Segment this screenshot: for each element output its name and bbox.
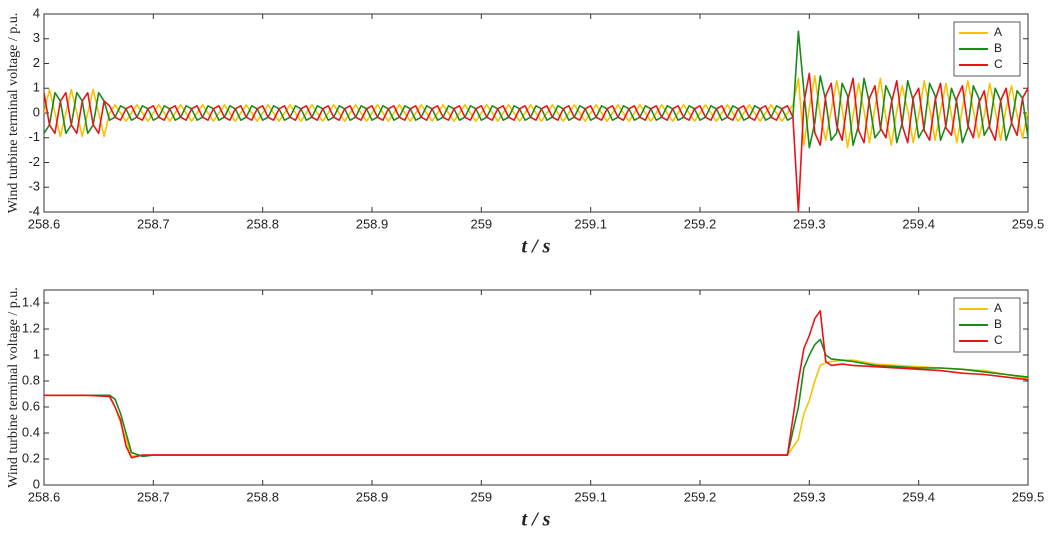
y-tick-label: 0.6	[22, 398, 40, 413]
plot-frame	[43, 289, 1029, 486]
x-tick-label: 258.7	[137, 216, 170, 231]
series-group	[44, 30, 1028, 212]
subplot: 258.6 258.7 258.8 258.9 259 259.1 259.2 259.3 25…	[6, 5, 1044, 257]
y-tick-label: 0	[33, 476, 40, 491]
y-tick-label: 2	[33, 55, 40, 70]
legend-label: A	[994, 301, 1002, 315]
y-tick-label: 3	[33, 30, 40, 45]
x-tick-label: 258.9	[356, 489, 389, 504]
x-tick-label: 259.3	[793, 216, 826, 231]
y-tick-label: -2	[28, 154, 40, 169]
y-tick-label: 0.2	[22, 450, 40, 465]
subplot: 258.6 258.7 258.8 258.9 259 259.1 259.2 259.3 25…	[6, 287, 1044, 530]
x-tick-label: 258.6	[28, 216, 61, 231]
x-tick-label: 258.6	[28, 489, 61, 504]
legend: ABC	[953, 21, 1021, 77]
line-series	[44, 75, 1028, 149]
x-tick-label: 259.2	[684, 216, 717, 231]
x-tick-label: 258.8	[246, 489, 279, 504]
x-axis-label: t / s	[522, 236, 551, 258]
series-group	[44, 310, 1028, 459]
x-tick-label: 259	[470, 489, 492, 504]
y-tick-label: 0.8	[22, 372, 40, 387]
x-tick-label: 259.5	[1012, 489, 1045, 504]
x-tick-label: 259.4	[902, 216, 935, 231]
x-tick-label: 259.3	[793, 489, 826, 504]
legend-label: B	[994, 317, 1002, 331]
x-tick-label: 259.2	[684, 489, 717, 504]
x-axis-label: t / s	[522, 509, 551, 531]
x-tick-label: 259.5	[1012, 216, 1045, 231]
legend-label: B	[994, 41, 1002, 55]
legend: ABC	[953, 297, 1021, 353]
x-tick-label: 259.1	[574, 216, 607, 231]
x-tick-label: 258.9	[356, 216, 389, 231]
y-tick-label: 0.4	[22, 424, 40, 439]
line-series	[44, 310, 1028, 459]
y-axis-label: Wind turbine terminal voltage / p.u.	[6, 287, 21, 487]
y-tick-label: 1	[33, 346, 40, 361]
y-tick-label: 1.4	[22, 294, 40, 309]
line-series	[44, 359, 1028, 458]
y-tick-label: 1	[33, 80, 40, 95]
legend-label: C	[994, 333, 1003, 347]
x-tick-label: 259.1	[574, 489, 607, 504]
y-axis-label: Wind turbine terminal voltage / p.u.	[6, 13, 21, 213]
y-tick-label: 1.2	[22, 320, 40, 335]
x-tick-label: 259	[470, 216, 492, 231]
x-tick-label: 258.7	[137, 489, 170, 504]
y-tick-label: 0	[33, 104, 40, 119]
x-tick-label: 258.8	[246, 216, 279, 231]
x-tick-label: 259.4	[902, 489, 935, 504]
legend-label: C	[994, 57, 1003, 71]
line-series	[44, 30, 1028, 149]
line-series	[44, 338, 1028, 458]
y-tick-label: -3	[28, 179, 40, 194]
y-tick-label: 4	[33, 5, 40, 20]
y-tick-label: -4	[28, 203, 40, 218]
legend-label: A	[994, 25, 1002, 39]
line-series	[44, 72, 1028, 212]
y-tick-label: -1	[28, 129, 40, 144]
